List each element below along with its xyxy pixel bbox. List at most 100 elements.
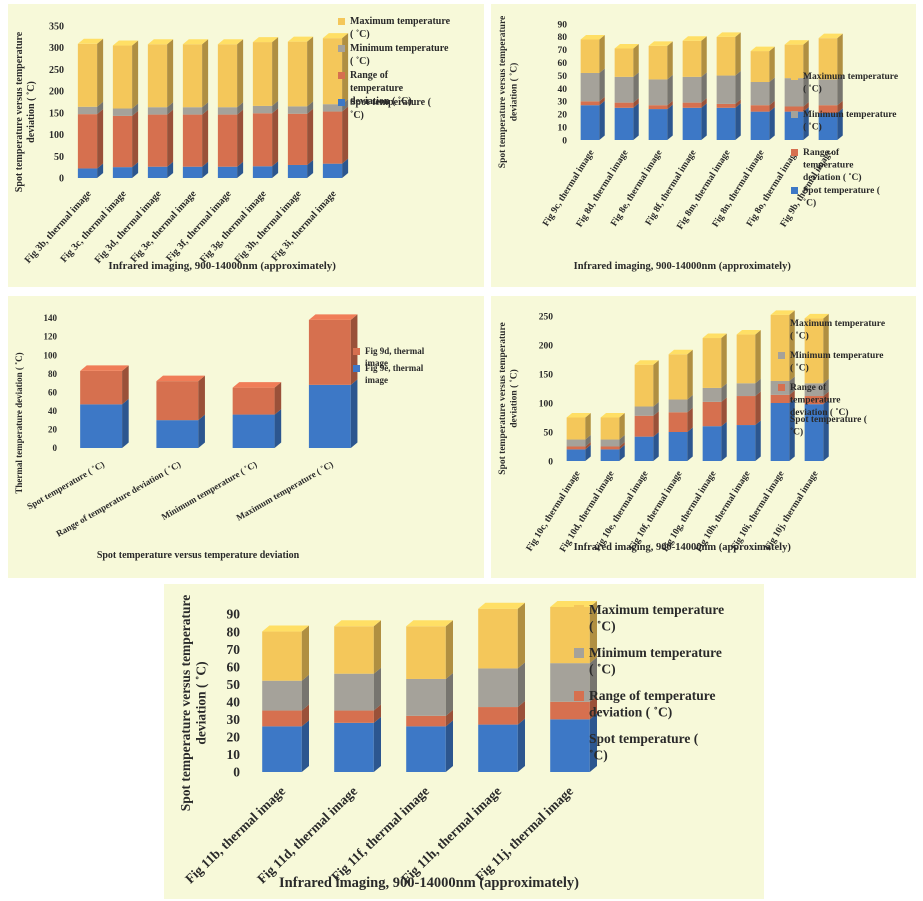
y-tick-label: 40 bbox=[558, 85, 568, 95]
legend-label: Range of bbox=[803, 148, 840, 158]
bar-segment-maximum bbox=[600, 413, 625, 440]
y-tick-label: 0 bbox=[562, 136, 567, 146]
legend-label: ( ˚C) bbox=[803, 122, 822, 133]
y-tick-label: 60 bbox=[48, 387, 58, 397]
x-category-label: Fig 3b, thermal image bbox=[23, 188, 94, 266]
y-tick-label: 20 bbox=[227, 730, 241, 745]
bar-segment-minimum bbox=[147, 102, 174, 115]
y-tick-label: 50 bbox=[227, 677, 241, 692]
bar-segment-maximum bbox=[217, 39, 244, 108]
bar-segment-maximum bbox=[287, 36, 314, 107]
y-axis-label: Spot temperature versus temperature bbox=[498, 16, 508, 168]
bar-segment-minimum bbox=[736, 378, 761, 397]
bar-segment-range bbox=[614, 98, 639, 108]
legend-label: Fig 9d, thermal bbox=[365, 346, 425, 356]
bar-segment-minimum bbox=[112, 103, 139, 116]
bar-segment-maximum bbox=[634, 360, 659, 407]
bar-segment-range bbox=[406, 709, 453, 727]
bar-segment-minimum bbox=[716, 71, 741, 104]
y-tick-label: 40 bbox=[227, 695, 241, 710]
x-axis-label: Infrared imaging, 900-14000nm (approxima… bbox=[574, 261, 792, 272]
legend-label: ( ˚C) bbox=[589, 662, 616, 677]
chart-panel-fig9: 0 20 40 60 80 100 120 140 Spot temperature ( ˚C)… bbox=[8, 296, 484, 578]
y-tick-label: 0 bbox=[233, 765, 240, 780]
bar-segment-range bbox=[682, 98, 707, 108]
y-tick-label: 100 bbox=[44, 350, 58, 360]
bar-segment-range bbox=[217, 109, 244, 167]
legend-label: image bbox=[365, 375, 388, 385]
bar-segment-spot bbox=[804, 399, 829, 461]
bar-segment-maximum bbox=[648, 41, 673, 80]
bar-segment-range bbox=[308, 314, 358, 385]
y-tick-label: 50 bbox=[544, 428, 554, 438]
legend-label: Spot temperature ( bbox=[803, 185, 880, 196]
bar-segment-spot bbox=[668, 427, 693, 461]
y-tick-label: 60 bbox=[558, 59, 568, 69]
bar-segment-minimum bbox=[750, 77, 775, 106]
bar-segment-spot bbox=[156, 414, 205, 448]
y-tick-label: 200 bbox=[539, 341, 554, 351]
bar-segment-spot bbox=[600, 444, 625, 461]
bar-segment-spot bbox=[217, 161, 244, 178]
bar-segment-maximum bbox=[668, 349, 693, 400]
legend-label: Range of bbox=[350, 70, 389, 81]
legend-label: Maximum temperature bbox=[350, 16, 451, 27]
legend-label: ( ˚C) bbox=[803, 84, 822, 95]
y-tick-label: 30 bbox=[227, 712, 241, 727]
y-tick-label: 50 bbox=[558, 72, 568, 82]
y-axis-label: Spot temperature versus temperature bbox=[14, 31, 25, 192]
legend-label: Minimum temperature bbox=[350, 43, 449, 54]
bar-segment-spot bbox=[682, 103, 707, 140]
x-category-label: Fig 3e, thermal image bbox=[128, 188, 199, 265]
bar-segment-maximum bbox=[322, 33, 349, 105]
legend-label: Spot temperature ( bbox=[350, 97, 432, 108]
bar-segment-range bbox=[262, 704, 309, 727]
bar-segment-minimum bbox=[262, 674, 309, 711]
y-tick-label: 80 bbox=[48, 369, 58, 379]
bar-segment-minimum bbox=[252, 100, 279, 114]
y-tick-label: 80 bbox=[227, 624, 241, 639]
bar-segment-range bbox=[580, 96, 605, 106]
y-tick-label: 40 bbox=[48, 406, 58, 416]
legend-swatch-spot bbox=[353, 365, 360, 372]
bar-segment-minimum bbox=[580, 68, 605, 102]
x-axis-label: Infrared imaging, 900-14000nm (approxima… bbox=[574, 542, 792, 553]
y-tick-label: 250 bbox=[539, 312, 554, 322]
chart-svg: 0 20 40 60 80 100 120 140 Spot temperature ( ˚C)… bbox=[14, 313, 425, 561]
bar-segment-maximum bbox=[682, 36, 707, 77]
legend-label: Maximum temperature bbox=[803, 72, 898, 82]
bar-segment-spot bbox=[182, 161, 209, 178]
legend-swatch-spot bbox=[574, 734, 584, 744]
bar-segment-spot bbox=[80, 398, 129, 448]
x-category-label: Fig 3h, thermal image bbox=[233, 188, 304, 266]
legend-label: temperature bbox=[803, 161, 853, 171]
bar-segment-range bbox=[147, 109, 174, 167]
x-category-label: Fig 3d, thermal image bbox=[93, 188, 164, 266]
legend-swatch-range bbox=[353, 348, 360, 355]
bar-segment-spot bbox=[784, 107, 809, 140]
bar-segment-spot bbox=[634, 432, 659, 461]
bar-segment-maximum bbox=[252, 37, 279, 106]
bar-segment-spot bbox=[406, 720, 453, 772]
bar-segment-maximum bbox=[478, 602, 525, 669]
y-tick-label: 10 bbox=[558, 123, 568, 133]
y-tick-label: 20 bbox=[48, 425, 58, 435]
legend-swatch-spot bbox=[778, 416, 785, 423]
legend-swatch-spot bbox=[338, 99, 345, 106]
y-tick-label: 70 bbox=[558, 46, 568, 56]
y-axis-label: deviation ( ˚C) bbox=[26, 81, 37, 143]
x-category-label: Fig 3c, thermal image bbox=[58, 188, 129, 265]
legend-swatch-minimum bbox=[574, 648, 584, 658]
x-axis-label: Infrared imaging, 900-14000nm (approxima… bbox=[279, 875, 579, 891]
y-tick-label: 200 bbox=[49, 87, 64, 98]
y-axis-label: Spot temperature versus temperature bbox=[178, 595, 193, 812]
y-tick-label: 140 bbox=[44, 313, 58, 323]
legend-swatch-range bbox=[338, 72, 345, 79]
y-tick-label: 120 bbox=[44, 332, 58, 342]
bar-segment-minimum bbox=[634, 401, 659, 416]
legend-label: Maximum temperature bbox=[589, 602, 724, 617]
bar-segment-minimum bbox=[600, 435, 625, 447]
y-tick-label: 90 bbox=[227, 607, 241, 622]
bar-segment-range bbox=[648, 100, 673, 110]
bar-segment-range bbox=[702, 397, 727, 427]
